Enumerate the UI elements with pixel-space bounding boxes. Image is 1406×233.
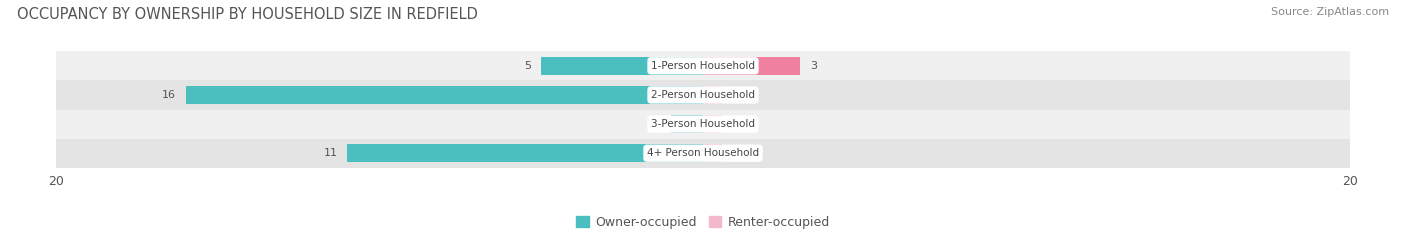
Bar [56,110,1350,139]
Bar [703,144,723,162]
Text: 5: 5 [524,61,531,71]
Bar [703,115,723,133]
Text: 3: 3 [810,61,817,71]
Text: 11: 11 [323,148,337,158]
Bar [347,144,703,162]
Bar [703,57,800,75]
Text: 4+ Person Household: 4+ Person Household [647,148,759,158]
Bar [703,86,723,104]
Bar [671,115,703,133]
Text: 2-Person Household: 2-Person Household [651,90,755,100]
Text: 0: 0 [733,119,740,129]
Text: 16: 16 [162,90,176,100]
Text: 0: 0 [733,90,740,100]
Bar [56,51,1350,80]
Legend: Owner-occupied, Renter-occupied: Owner-occupied, Renter-occupied [571,211,835,233]
Bar [56,80,1350,110]
Text: Source: ZipAtlas.com: Source: ZipAtlas.com [1271,7,1389,17]
Text: 3-Person Household: 3-Person Household [651,119,755,129]
Text: 0: 0 [733,148,740,158]
Bar [541,57,703,75]
Bar [186,86,703,104]
Text: 1: 1 [654,119,661,129]
Bar [56,139,1350,168]
Text: 1-Person Household: 1-Person Household [651,61,755,71]
Text: OCCUPANCY BY OWNERSHIP BY HOUSEHOLD SIZE IN REDFIELD: OCCUPANCY BY OWNERSHIP BY HOUSEHOLD SIZE… [17,7,478,22]
